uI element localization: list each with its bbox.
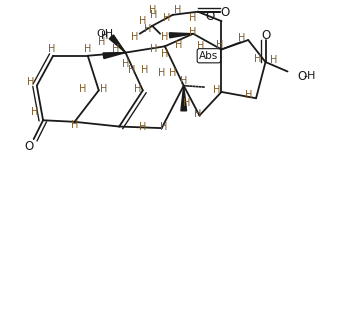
Text: H: H [122,58,129,69]
Text: H: H [48,45,55,54]
Text: H: H [213,85,221,95]
Text: O: O [220,6,229,19]
Text: H: H [254,54,261,64]
Text: O: O [24,141,33,154]
Text: H: H [84,45,91,54]
Text: H: H [197,41,205,51]
Text: Abs: Abs [199,51,218,61]
Text: O: O [297,70,306,83]
Text: H: H [27,77,34,88]
Text: H: H [134,84,142,94]
Polygon shape [109,35,126,52]
Text: H: H [189,13,197,23]
Polygon shape [169,33,193,38]
Polygon shape [103,52,126,58]
Text: H: H [128,65,135,75]
Text: H: H [79,84,87,94]
Text: H: H [245,90,252,100]
Polygon shape [181,86,187,111]
Text: H: H [175,40,183,50]
Text: H: H [101,31,109,41]
Text: H: H [169,68,176,78]
Text: -H: -H [303,71,316,81]
Text: H: H [149,5,156,15]
Text: H: H [72,120,79,130]
Text: H: H [174,4,181,15]
Text: H: H [270,56,277,65]
Text: H: H [161,32,169,42]
Text: H: H [160,122,167,131]
Text: H: H [161,49,169,59]
Text: H: H [100,84,107,94]
Text: H: H [30,107,38,117]
Text: H: H [144,24,151,34]
Text: H: H [131,32,139,42]
Text: H: H [189,27,197,37]
Text: H: H [158,68,165,78]
Text: OH: OH [97,29,113,39]
Text: O: O [205,10,214,23]
Text: H: H [183,98,190,108]
Text: H: H [112,45,120,54]
Text: H: H [150,10,158,20]
Text: H: H [238,33,246,43]
Text: H: H [139,16,146,26]
Text: H: H [98,37,106,46]
Text: H: H [180,76,187,86]
Text: H: H [141,65,148,75]
Text: O: O [261,29,270,42]
Text: H: H [150,45,158,54]
Text: H: H [163,13,170,23]
Text: H: H [216,40,224,50]
Text: H: H [139,122,146,131]
Text: H: H [194,109,202,119]
